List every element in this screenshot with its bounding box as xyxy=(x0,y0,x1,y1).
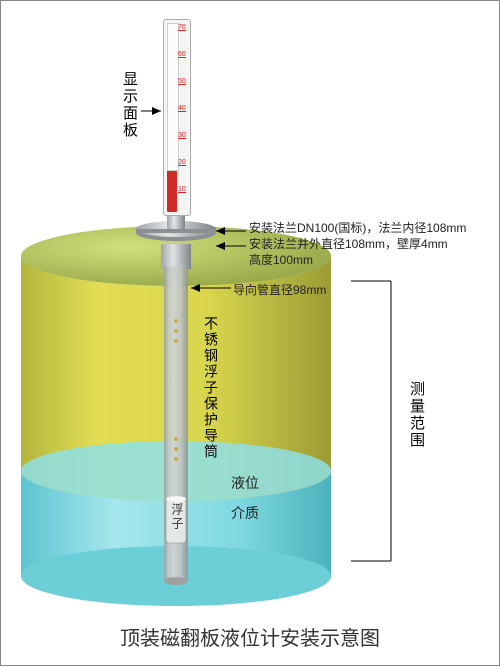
diagram-canvas: 70 60 50 40 30 20 10 显示面板 安装法兰DN100(国标)，… xyxy=(1,1,499,665)
gauge-red-fill xyxy=(167,170,177,212)
tank-svg xyxy=(1,1,500,667)
scale-10: 10 xyxy=(178,186,186,193)
gauge-scale: 70 60 50 40 30 20 10 xyxy=(178,24,189,211)
scale-40: 40 xyxy=(178,105,186,112)
liquid-level-label: 液位 xyxy=(231,473,259,493)
scale-20: 20 xyxy=(178,159,186,166)
flange-annot-2: 安装法兰井外直径108mm，壁厚4mm xyxy=(249,235,448,252)
scale-50: 50 xyxy=(178,78,186,85)
scale-30: 30 xyxy=(178,132,186,139)
display-gauge: 70 60 50 40 30 20 10 xyxy=(163,19,191,216)
scale-70: 70 xyxy=(178,24,186,31)
display-panel-label: 显示面板 xyxy=(119,71,140,139)
guide-tube-dia-label: 导向管直径98mm xyxy=(233,281,326,298)
medium-label: 介质 xyxy=(231,503,259,523)
diagram-caption: 顶装磁翻板液位计安装示意图 xyxy=(1,622,499,651)
scale-60: 60 xyxy=(178,51,186,58)
float-label: 浮子 xyxy=(169,503,186,531)
flange-annot-3: 高度100mm xyxy=(249,251,313,268)
flange-annot-1: 安装法兰DN100(国标)，法兰内径108mm xyxy=(249,219,466,236)
measure-range-label: 测量范围 xyxy=(406,381,427,449)
protect-tube-label: 不锈钢浮子保护导筒 xyxy=(201,316,221,460)
